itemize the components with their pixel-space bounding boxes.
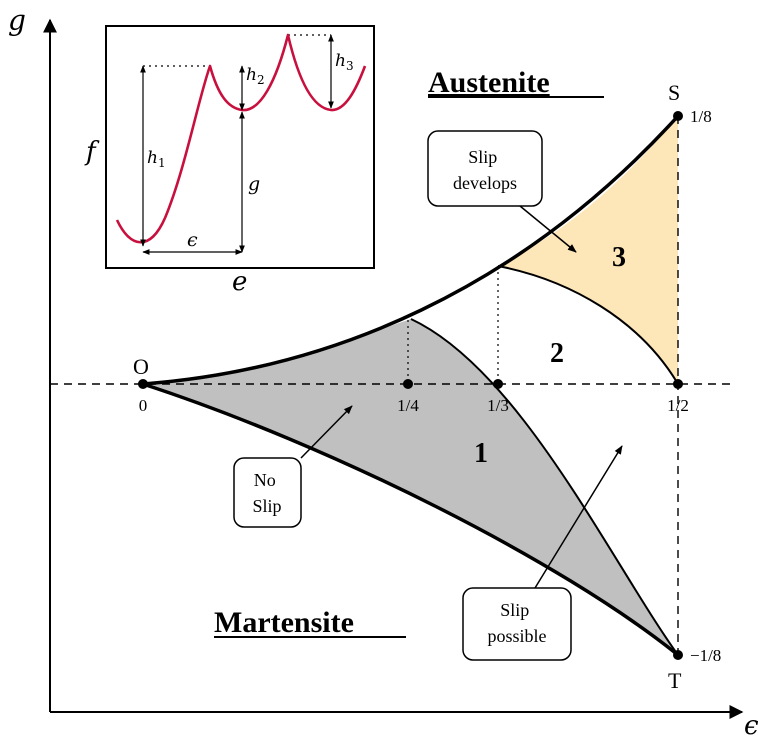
svg-text:Slip develops: Slip develops <box>453 147 517 193</box>
callout-no-slip-line2: Slip <box>252 496 281 516</box>
inset-f-label: f <box>84 137 100 167</box>
tick-y-top: 1/8 <box>690 107 712 126</box>
region-3-label: 3 <box>612 242 626 273</box>
point-third <box>493 379 503 389</box>
label-S: S <box>668 80 680 105</box>
austenite-label: Austenite <box>428 66 550 99</box>
callout-no-slip-line1: No <box>254 470 276 490</box>
inset-h2-label: h2 <box>246 65 265 87</box>
tick-half: 1/2 <box>667 396 689 415</box>
callout-slip-possible-box <box>462 587 572 661</box>
point-S <box>673 111 683 121</box>
martensite-label: Martensite <box>214 606 354 639</box>
inset-eps-label: ϵ <box>187 229 198 251</box>
point-half <box>673 379 683 389</box>
callout-slip-develops-arrow <box>519 205 577 253</box>
upper-curve <box>142 114 680 386</box>
tick-0: 0 <box>139 396 148 415</box>
inset-frame <box>105 25 375 269</box>
region-2-label: 2 <box>550 338 564 369</box>
y-axis-label: g <box>8 4 26 37</box>
lower-curve <box>142 382 680 657</box>
callout-slip-develops-box <box>427 130 543 207</box>
callout-slip-develops-line1: Slip <box>468 147 497 167</box>
boundary-2-3 <box>497 265 679 385</box>
inset-panel: h1 h2 h3 g ϵ <box>105 25 375 269</box>
svg-text:Slip possible: Slip possible <box>487 600 546 646</box>
inset-h1-label: h1 <box>147 148 166 170</box>
callout-no-slip-box <box>233 457 302 528</box>
tick-third: 1/3 <box>487 396 509 415</box>
label-T: T <box>668 668 682 693</box>
x-axis-label: ϵ <box>744 711 758 738</box>
tick-y-bottom: −1/8 <box>690 646 721 665</box>
callout-no-slip-arrow <box>300 405 353 459</box>
tick-quarter: 1/4 <box>397 396 419 415</box>
callout-slip-possible-arrow <box>534 445 623 589</box>
svg-text:No Slip: No Slip <box>252 470 281 516</box>
callout-slip-possible-line2: possible <box>487 626 546 646</box>
callout-slip-possible-line1: Slip <box>500 600 529 620</box>
point-O <box>138 379 148 389</box>
inset-e-label: e <box>232 267 247 297</box>
callout-slip-develops-line2: develops <box>453 173 517 193</box>
inset-h3-label: h3 <box>335 51 354 73</box>
point-T <box>673 650 683 660</box>
inset-g-label: g <box>248 173 260 195</box>
region-1-label: 1 <box>474 438 488 469</box>
boundary-1-right <box>410 318 679 656</box>
label-O: O <box>133 354 149 379</box>
region-3-fill <box>498 116 678 384</box>
region-1-fill <box>143 319 678 655</box>
point-quarter <box>403 379 413 389</box>
